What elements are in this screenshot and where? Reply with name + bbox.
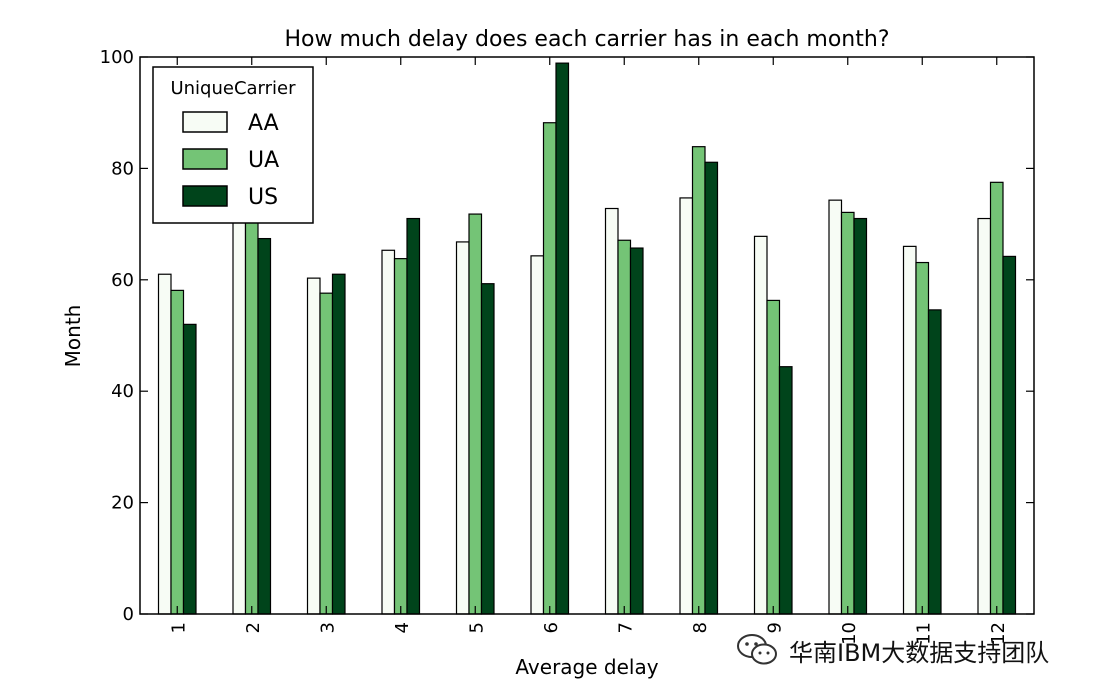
bar-UA-12: [989, 181, 1004, 615]
x-tick-label: 1: [168, 622, 189, 633]
bar-US-5: [480, 283, 495, 615]
bar-US-3: [331, 273, 346, 615]
x-tick-label: 10: [839, 622, 860, 645]
watermark: 华南IBM大数据支持团队: [735, 632, 1049, 668]
watermark-text: 华南IBM大数据支持团队: [789, 638, 1050, 667]
x-tick-label: 8: [690, 622, 711, 633]
y-axis-label: Month: [61, 305, 85, 368]
bar-AA-5: [455, 241, 470, 615]
chart-title: How much delay does each carrier has in …: [285, 27, 890, 52]
bar-UA-10: [840, 211, 855, 615]
bar-AA-6: [530, 255, 545, 615]
y-tick-label: 80: [111, 158, 134, 179]
legend-label-US: US: [248, 185, 278, 210]
x-axis-label: Average delay: [515, 655, 658, 679]
legend-box: [152, 66, 314, 224]
y-tick-label: 0: [123, 604, 134, 625]
legend: UniqueCarrier AA UA US: [152, 66, 314, 224]
bar-UA-6: [542, 122, 557, 615]
x-tick-label: 11: [913, 622, 934, 645]
bar-UA-7: [617, 239, 632, 615]
y-tick-label: 40: [111, 381, 134, 402]
bar-US-1: [182, 323, 197, 615]
legend-label-UA: UA: [248, 148, 279, 173]
bar-AA-11: [902, 245, 917, 615]
bar-US-8: [704, 161, 719, 615]
x-tick-label: 5: [466, 622, 487, 633]
bar-AA-10: [828, 199, 843, 615]
plot-area: [139, 56, 1035, 615]
y-axis: 0 20 40 60 80 100: [100, 47, 1034, 625]
bar-UA-4: [393, 258, 408, 615]
bar-US-11: [927, 309, 942, 615]
legend-title: UniqueCarrier: [170, 78, 296, 99]
bar-UA-8: [691, 146, 706, 615]
legend-label-AA: AA: [248, 111, 279, 136]
x-axis: 1 2 3 4 5 6 7 8 9 10 11 12: [168, 57, 1009, 645]
bar-UA-3: [319, 292, 334, 615]
bar-AA-2: [232, 195, 247, 615]
x-tick-label: 2: [243, 622, 264, 633]
bar-UA-9: [766, 299, 781, 615]
bar-AA-12: [977, 217, 992, 615]
bar-AA-3: [306, 277, 321, 615]
x-tick-label: 9: [764, 622, 785, 633]
bar-AA-8: [679, 197, 694, 615]
x-tick-label: 6: [541, 622, 562, 633]
y-tick-label: 60: [111, 270, 134, 291]
bar-US-6: [555, 62, 570, 615]
y-tick-label: 20: [111, 493, 134, 514]
bar-US-12: [1002, 255, 1017, 615]
bar-AA-1: [157, 273, 172, 615]
x-tick-label: 12: [988, 622, 1009, 645]
legend-swatch-US: [182, 185, 228, 207]
y-tick-label: 100: [100, 47, 134, 68]
bar-US-7: [629, 247, 644, 615]
x-tick-label: 4: [392, 622, 413, 633]
bar-US-4: [406, 217, 421, 615]
bar-UA-2: [244, 212, 259, 615]
bar-UA-1: [170, 289, 185, 615]
wechat-icon: [737, 634, 777, 665]
x-tick-label: 3: [317, 622, 338, 633]
legend-swatch-UA: [182, 148, 228, 170]
bar-AA-7: [604, 207, 619, 615]
bar-AA-4: [381, 249, 396, 615]
plot-frame: [139, 56, 1035, 615]
bar-UA-11: [915, 261, 930, 615]
legend-swatch-AA: [182, 111, 228, 133]
bar-UA-5: [468, 213, 483, 615]
bar-US-2: [257, 237, 272, 615]
bar-AA-9: [753, 235, 768, 615]
bar-US-9: [778, 366, 793, 615]
x-tick-label: 7: [615, 622, 636, 633]
bar-US-10: [853, 217, 868, 615]
